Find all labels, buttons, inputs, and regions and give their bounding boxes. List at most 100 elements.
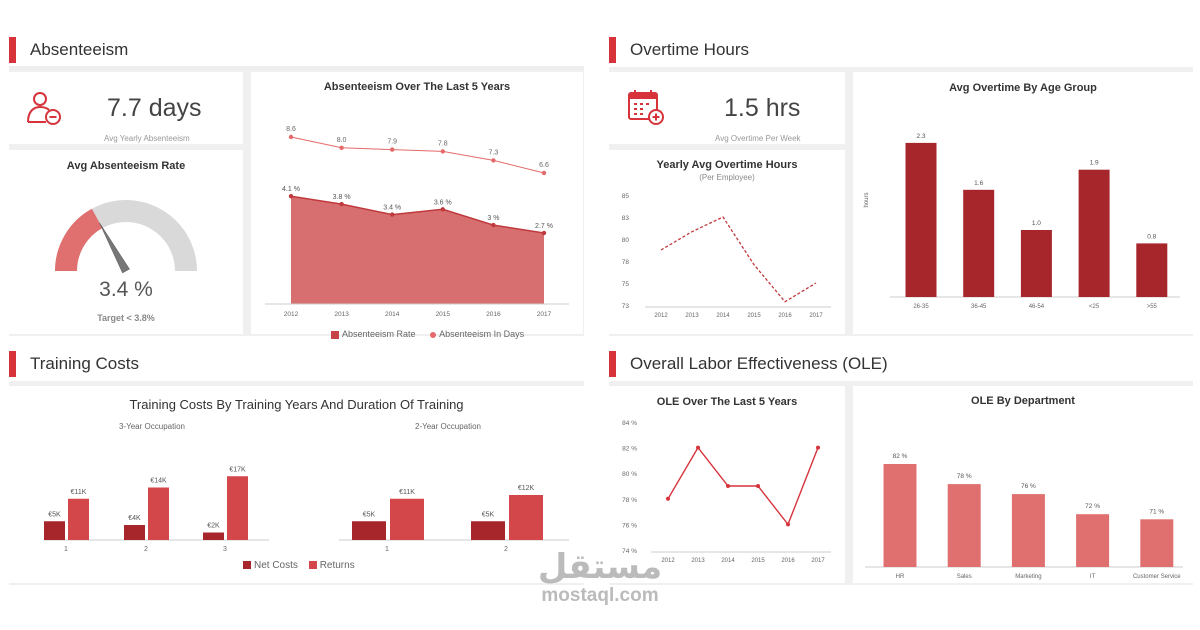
data-label: 1.9 [1090, 160, 1099, 167]
x-tick-label: 2014 [385, 311, 400, 318]
x-tick-label: 2012 [284, 311, 299, 318]
section-title: Overall Labor Effectiveness (OLE) [630, 354, 888, 373]
data-label: 3.6 % [434, 199, 452, 206]
x-tick-label: Marketing [1015, 574, 1041, 580]
bar [963, 189, 995, 297]
x-tick-label: Sales [957, 574, 972, 580]
chart-title: Absenteeism Over The Last 5 Years [323, 81, 511, 93]
x-tick-label: Customer Service [1133, 574, 1181, 580]
training-costs-chart: 3-Year Occupation €5K €11K 1 €4K €14K 2 €2K €17K… [44, 422, 569, 553]
group-label: 2-Year Occupation [415, 422, 481, 431]
line-ole [667, 446, 819, 526]
chart-title: OLE By Department [971, 395, 1075, 407]
calendar-add-icon [628, 90, 664, 125]
bar [1076, 514, 1110, 567]
gauge-card: Avg Absenteeism Rate 3.4 % Target < 3.8% [9, 150, 243, 334]
data-label: €5K [48, 511, 61, 518]
section-title: Overtime Hours [630, 40, 750, 59]
data-label: 7.9 [387, 139, 397, 146]
gauge-title: Avg Absenteeism Rate [66, 160, 186, 172]
bar-net-costs [352, 521, 386, 540]
overtime-age-card: Avg Overtime By Age Group hours 2.3 26-35 1… [853, 72, 1193, 334]
x-tick-label: 2014 [716, 313, 730, 319]
gauge-fill [55, 208, 103, 272]
bar-returns [390, 498, 424, 540]
section-header-absenteeism: Absenteeism [9, 33, 584, 67]
bar [1020, 230, 1052, 297]
bar-returns [509, 495, 543, 540]
point-ole [666, 496, 670, 501]
section-title: Training Costs [30, 354, 139, 373]
legend-label: Net Costs [254, 560, 298, 571]
data-label: 7.3 [489, 149, 499, 156]
y-tick-label: 83 [622, 215, 630, 222]
section-header-overtime: Overtime Hours [609, 33, 1193, 67]
chart-legend: Net Costs Returns [243, 560, 355, 571]
bar [947, 484, 981, 567]
absenteeism-chart-card: Absenteeism Over The Last 5 Years 4.1 % 3… [251, 72, 583, 339]
data-label: 0.8 [1147, 233, 1156, 240]
area-absenteeism-rate [291, 196, 544, 304]
bar-net-costs [44, 521, 65, 540]
x-tick-label: 2012 [654, 313, 668, 319]
kpi-label: Avg Overtime Per Week [715, 134, 801, 143]
x-tick-label: 46-54 [1029, 304, 1045, 310]
bar-net-costs [203, 532, 224, 540]
section-accent [9, 37, 16, 63]
section-title: Absenteeism [30, 40, 129, 59]
yearly-overtime-card: Yearly Avg Overtime Hours (Per Employee)… [609, 150, 845, 334]
data-label: €5K [363, 511, 376, 518]
legend-item: Absenteeism Rate [331, 329, 416, 339]
section-accent [609, 351, 616, 377]
section-header-training: Training Costs [9, 347, 584, 381]
bar-net-costs [471, 521, 505, 540]
point-absenteeism-days [288, 134, 294, 140]
section-accent [9, 351, 16, 377]
x-tick-label: 3 [223, 546, 227, 553]
x-tick-label: 2016 [781, 558, 795, 564]
x-tick-label: 2016 [778, 313, 792, 319]
y-tick-label: 78 [622, 259, 630, 266]
absenteeism-chart: 4.1 % 3.8 % 3.4 % 3.6 % 3 % 2.7 % 8.6 8.0 7.9 7.8… [265, 126, 569, 318]
y-tick-label: 80 [622, 237, 630, 244]
data-label: 3 % [487, 215, 499, 222]
x-tick-label: 2015 [747, 313, 761, 319]
data-label: 7.8 [438, 140, 448, 147]
y-tick-label: 82 % [622, 446, 637, 453]
chart-title: OLE Over The Last 5 Years [656, 396, 798, 408]
x-tick-label: 2014 [721, 558, 735, 564]
data-label: €12K [518, 485, 535, 492]
gauge-target: Target < 3.8% [97, 313, 155, 323]
gauge-needle [99, 222, 130, 274]
chart-subtitle: (Per Employee) [699, 173, 755, 182]
data-label: €5K [482, 511, 495, 518]
ole-5y-chart: 74 % 76 % 78 % 80 % 82 % 84 % 2012 2013 2014 2015… [622, 420, 831, 564]
x-tick-label: 2 [144, 546, 148, 553]
bar [905, 142, 937, 297]
section-header-ole: Overall Labor Effectiveness (OLE) [609, 347, 1193, 381]
data-label: 82 % [893, 453, 908, 460]
data-label: 71 % [1149, 508, 1164, 515]
data-label: 2.3 [916, 133, 925, 140]
y-tick-label: 84 % [622, 420, 637, 427]
point-absenteeism-days [440, 149, 445, 154]
gauge-value: 3.4 % [99, 278, 153, 301]
x-tick-label: IT [1090, 574, 1096, 580]
data-label: 78 % [957, 473, 972, 480]
data-label: 4.1 % [282, 186, 300, 193]
x-tick-label: 2013 [691, 558, 705, 564]
training-costs-card: Training Costs By Training Years And Dur… [9, 386, 584, 583]
point-ole [696, 445, 700, 450]
y-tick-label: 85 [622, 193, 630, 200]
bar [1140, 519, 1174, 567]
point-absenteeism-rate [491, 222, 496, 228]
bar-returns [148, 487, 169, 540]
legend-label: Absenteeism In Days [439, 329, 525, 339]
y-tick-label: 74 % [622, 548, 637, 555]
x-tick-label: 1 [385, 546, 389, 553]
data-label: €17K [229, 466, 246, 473]
x-tick-label: 1 [64, 546, 68, 553]
data-label: 72 % [1085, 503, 1100, 510]
kpi-value: 1.5 hrs [724, 94, 801, 122]
x-tick-label: 2013 [334, 311, 349, 318]
